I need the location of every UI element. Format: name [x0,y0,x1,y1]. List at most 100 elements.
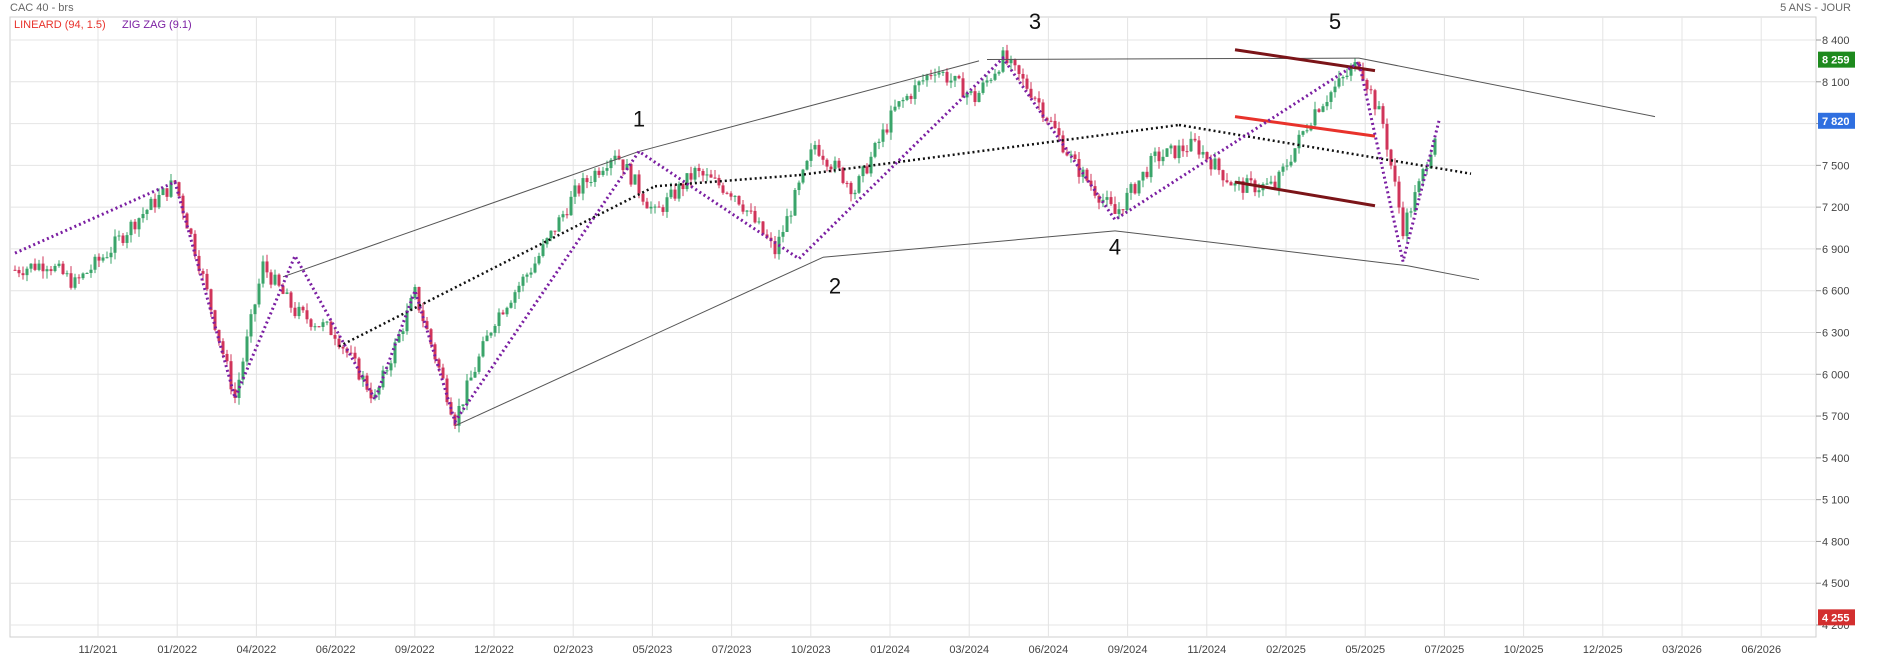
candle-body [1293,148,1297,162]
candle-body [689,173,693,180]
candle-body [1305,130,1309,132]
candle-body [1073,154,1077,160]
candle-body [729,193,733,197]
candle-body [721,185,725,193]
regression-lower [1234,180,1376,208]
candle-body [157,194,161,208]
candle-body [1193,138,1197,141]
candle-body [1289,161,1293,166]
y-tick-label: 6 000 [1822,369,1850,381]
candle-body [605,168,609,171]
candle-body [873,143,877,157]
candle-body [137,218,141,230]
candle-body [325,321,329,323]
candle-body [393,342,397,364]
candle-body [273,274,277,285]
y-tick-label: 6 600 [1822,286,1850,298]
wave-label-4: 4 [1109,235,1121,260]
candle-body [1181,145,1185,152]
candle-body [1285,165,1289,167]
candle-body [1089,180,1093,187]
candle-body [117,235,121,237]
trend-top-line-ext [1358,57,1656,118]
candle-body [993,73,997,80]
indicator-lineard-label[interactable]: LINEARD (94, 1.5) [14,19,106,31]
candle-body [897,101,901,107]
candle-body [1149,155,1153,178]
candle-body [565,214,569,216]
candle-body [1301,131,1305,135]
candle-body [1273,181,1277,189]
candle-body [885,129,889,133]
y-tick-label: 7 200 [1822,202,1850,214]
x-tick-label: 06/2026 [1741,644,1781,656]
candle-body [1105,197,1109,200]
candle-body [329,321,333,336]
indicator-zigzag-label[interactable]: ZIG ZAG (9.1) [122,19,192,31]
candle-body [1157,151,1161,162]
candle-body [1025,78,1029,89]
candle-body [597,170,601,175]
candle-body [733,195,737,197]
candle-body [213,310,217,330]
candle-body [1393,165,1397,182]
candle-body [457,405,461,426]
trend-dotted-mid [654,173,800,188]
candle-body [21,273,25,276]
candle-body [1349,67,1353,76]
candle-body [1397,181,1401,208]
candle-body [625,164,629,171]
candle-body [121,235,125,243]
candle-body [1413,192,1417,212]
candle-body [109,252,113,258]
candle-body [1317,109,1321,112]
candle-body [793,190,797,216]
x-tick-label: 04/2022 [237,644,277,656]
candle-body [921,80,925,82]
y-tick-label: 4 800 [1822,536,1850,548]
trend-channel-lower [454,256,824,427]
candle-body [1005,50,1009,64]
candle-body [577,185,581,194]
trend-channel-upper [282,150,640,278]
x-tick-label: 11/2024 [1187,644,1226,656]
candle-body [353,352,357,359]
candle-body [629,164,633,185]
candle-body [805,160,809,170]
candle-body [585,178,589,183]
candle-body [717,177,721,186]
candle-body [421,310,425,322]
wave-labels: 1 2 3 4 5 [633,9,1341,299]
candle-body [505,307,509,315]
x-tick-label: 09/2022 [395,644,435,656]
candle-body [1133,184,1137,194]
candle-body [153,198,157,208]
candle-body [69,273,73,288]
candle-body [225,353,229,362]
candle-body [1185,151,1189,153]
candle-body [465,380,469,405]
candle-body [1093,186,1097,196]
candle-body [33,263,37,270]
candle-body [633,174,637,185]
candle-body [557,217,561,232]
candle-body [177,182,181,196]
candle-body [1137,180,1141,194]
candle-body [81,273,85,279]
price-badge-label: 4 255 [1822,612,1850,624]
candle-body [749,210,753,212]
candle-body [229,361,233,390]
x-tick-label: 06/2022 [316,644,356,656]
candle-body [149,198,153,210]
x-tick-label: 05/2023 [633,644,673,656]
candle-body [1121,209,1125,211]
candle-body [745,210,749,212]
candle-body [13,269,17,271]
candle-body [1049,120,1053,122]
candle-body [349,352,353,354]
candle-body [985,80,989,83]
candle-body [809,149,813,161]
candle-body [833,160,837,170]
